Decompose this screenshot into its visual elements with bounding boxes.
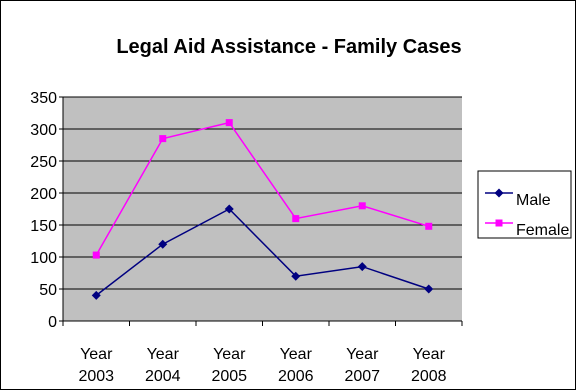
point-male-4 xyxy=(357,262,367,272)
y-tick-label-100: 100 xyxy=(30,250,57,267)
y-tick-label-150: 150 xyxy=(30,218,57,235)
y-tick-label-200: 200 xyxy=(30,186,57,203)
point-male-1 xyxy=(158,239,168,249)
y-axis-ticks: 0 50 100 150 200 250 300 350 xyxy=(30,90,63,331)
y-tick-label-0: 0 xyxy=(48,314,57,331)
plot-area xyxy=(63,97,462,321)
x-tick-label-2: Year 2005 xyxy=(211,346,247,385)
x-tick-label-3: Year 2006 xyxy=(278,346,314,385)
y-tick-label-300: 300 xyxy=(30,122,57,139)
series-line-female xyxy=(95,121,429,256)
legend-marker-female xyxy=(495,219,503,227)
point-female-4 xyxy=(358,202,366,210)
legend-marker-male xyxy=(494,188,504,198)
point-female-2 xyxy=(225,119,233,127)
legend-label-female: Female xyxy=(516,222,569,239)
x-tick-label-1: Year 2004 xyxy=(145,346,181,385)
y-tick-label-50: 50 xyxy=(39,282,57,299)
y-tick-label-350: 350 xyxy=(30,90,57,107)
gridlines xyxy=(63,96,462,290)
point-female-5 xyxy=(425,222,433,230)
series-line-male xyxy=(95,208,429,296)
point-male-5 xyxy=(424,284,434,294)
x-tick-label-0: Year 2003 xyxy=(78,346,114,385)
point-female-1 xyxy=(159,135,167,143)
x-axis-ticks: Year 2003 Year 2004 Year 2005 Year 2006 Year 2007… xyxy=(62,321,463,385)
x-tick-label-4: Year 2007 xyxy=(344,346,380,385)
legend-box xyxy=(477,170,572,239)
point-male-2 xyxy=(224,204,234,214)
point-female-0 xyxy=(92,251,100,259)
x-tick-label-5: Year 2008 xyxy=(411,346,447,385)
y-tick-label-250: 250 xyxy=(30,154,57,171)
legend-label-male: Male xyxy=(516,192,551,209)
chart-title: Legal Aid Assistance - Family Cases xyxy=(116,36,461,58)
series-group xyxy=(91,119,434,300)
legend: Male Female xyxy=(477,170,572,239)
point-male-3 xyxy=(291,271,301,281)
point-female-3 xyxy=(292,215,300,223)
point-male-0 xyxy=(91,290,101,300)
